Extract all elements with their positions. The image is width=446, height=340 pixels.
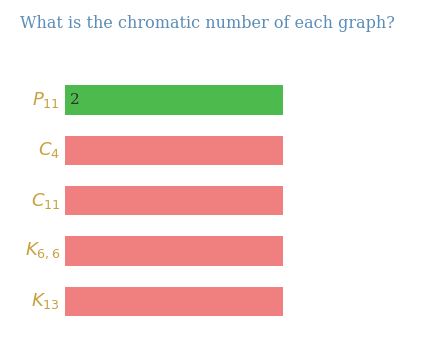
Text: What is the chromatic number of each graph?: What is the chromatic number of each gra…	[20, 15, 395, 32]
FancyBboxPatch shape	[65, 136, 283, 165]
FancyBboxPatch shape	[65, 236, 283, 266]
FancyBboxPatch shape	[65, 85, 283, 115]
Text: $C_{11}$: $C_{11}$	[31, 191, 60, 210]
Text: $C_4$: $C_4$	[38, 140, 60, 160]
FancyBboxPatch shape	[65, 287, 283, 316]
FancyBboxPatch shape	[65, 186, 283, 215]
Text: 2: 2	[70, 93, 80, 107]
Text: $K_{6,6}$: $K_{6,6}$	[25, 241, 60, 261]
Text: $P_{11}$: $P_{11}$	[33, 90, 60, 110]
Text: $K_{13}$: $K_{13}$	[31, 291, 60, 311]
